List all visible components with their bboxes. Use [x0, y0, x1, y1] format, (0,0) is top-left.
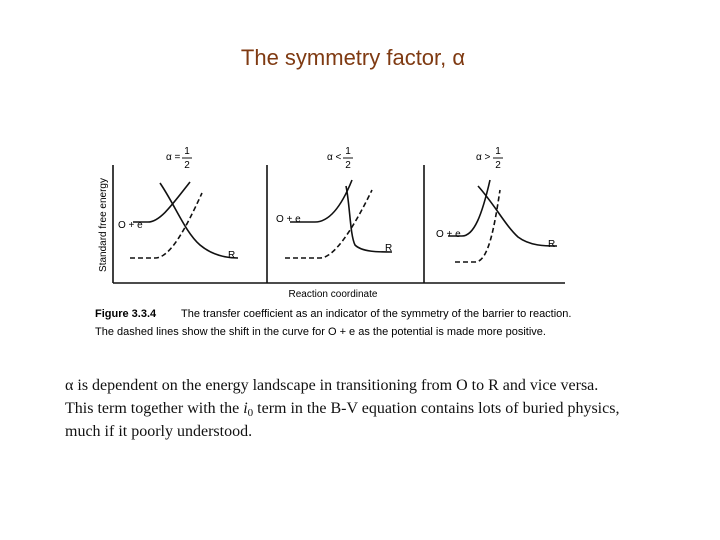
right-label: R [385, 243, 392, 254]
curve [455, 189, 501, 263]
denominator: 2 [345, 160, 351, 171]
subscript: 0 [248, 407, 254, 419]
y-axis-label: Standard free energy [98, 178, 109, 272]
x-axis-label: Reaction coordinate [289, 289, 378, 300]
alpha-label: α = [166, 152, 181, 163]
body-line: α is dependent on the energy landscape i… [65, 377, 598, 394]
left-label: O + e [436, 229, 461, 240]
alpha-label: α > [476, 152, 491, 163]
right-label: R [548, 239, 555, 250]
body-line: This term together with the i0 term in t… [65, 400, 619, 419]
alpha-label: α < [327, 152, 342, 163]
body-text: α is dependent on the energy landscape i… [65, 377, 619, 440]
caption-line: The transfer coefficient as an indicator… [181, 308, 571, 320]
text-run: term in the B-V equation contains lots o… [253, 400, 619, 417]
figure: Standard free energy Reaction coordinate… [95, 146, 571, 338]
caption-number: Figure 3.3.4 [95, 308, 157, 320]
caption-line: The dashed lines show the shift in the c… [95, 326, 546, 338]
curve [133, 181, 191, 223]
curve [290, 179, 353, 223]
symbol: i [243, 400, 247, 417]
curve [159, 182, 239, 259]
curve [285, 189, 373, 259]
numerator: 1 [495, 146, 501, 157]
curve [477, 185, 558, 247]
numerator: 1 [184, 146, 190, 157]
numerator: 1 [345, 146, 351, 157]
right-label: R [228, 250, 235, 261]
slide-title: The symmetry factor, α [241, 45, 465, 70]
denominator: 2 [184, 160, 190, 171]
denominator: 2 [495, 160, 501, 171]
curve [345, 185, 393, 253]
body-line: much if it poorly understood. [65, 423, 252, 440]
panel-labels: α = 1 2 O + e R α < 1 2 O + e R α > 1 2 … [118, 146, 555, 261]
text-run: This term together with the [65, 400, 243, 417]
curve [448, 179, 491, 237]
curve [130, 192, 203, 259]
left-label: O + e [118, 220, 143, 231]
left-label: O + e [276, 214, 301, 225]
